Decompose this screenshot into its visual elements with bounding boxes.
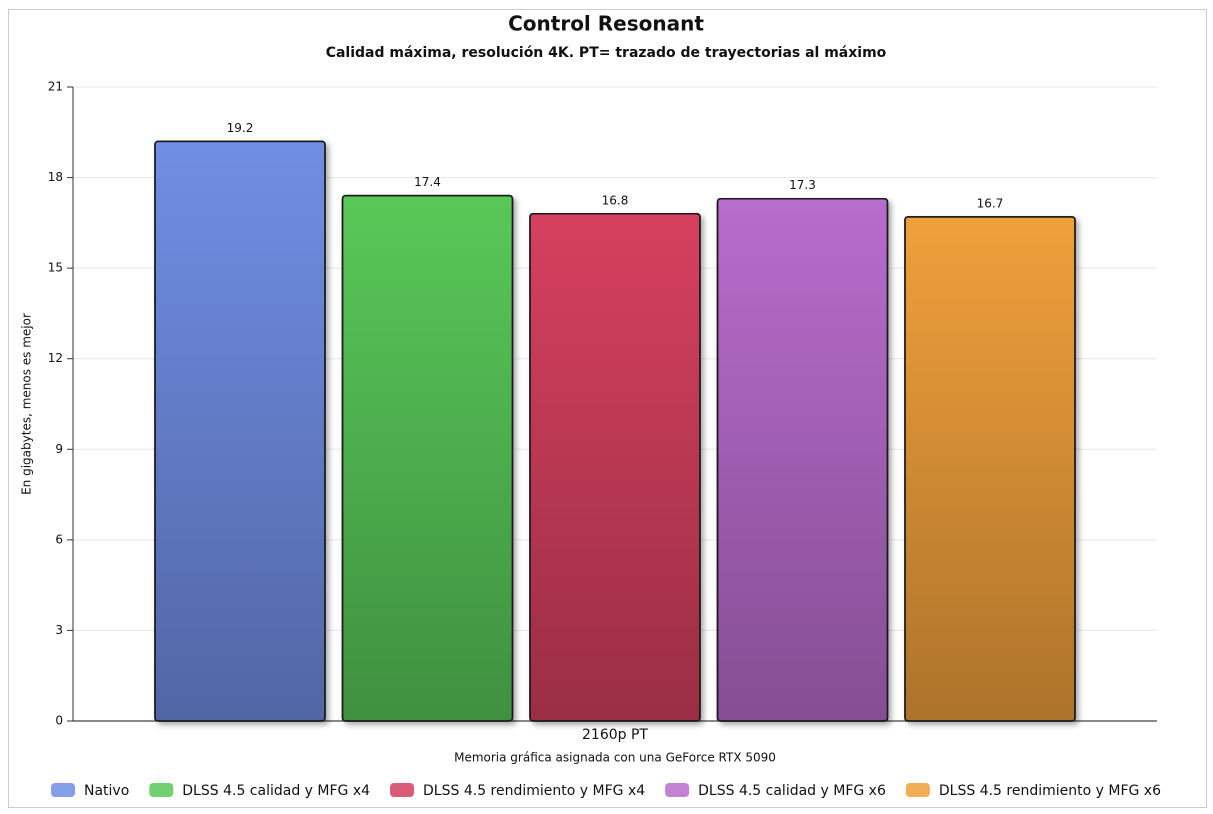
value-label: 19.2	[227, 121, 254, 135]
legend-label: DLSS 4.5 rendimiento y MFG x6	[939, 783, 1161, 799]
legend-swatch	[51, 783, 75, 797]
value-label: 16.7	[977, 196, 1004, 210]
value-label: 17.3	[789, 178, 816, 192]
legend-swatch	[665, 783, 690, 797]
legend-swatch	[905, 783, 930, 797]
legend-label: Nativo	[84, 783, 129, 799]
y-tick-label: 3	[55, 623, 63, 637]
y-tick-label: 15	[48, 261, 63, 275]
value-label: 16.8	[602, 193, 629, 207]
x-tick-label: 2160p PT	[582, 727, 648, 743]
x-axis-title: Memoria gráfica asignada con una GeForce…	[454, 751, 776, 765]
bar-shade	[341, 194, 514, 722]
legend-label: DLSS 4.5 calidad y MFG x6	[698, 783, 886, 799]
y-tick-label: 0	[55, 714, 63, 728]
legend-label: DLSS 4.5 calidad y MFG x4	[182, 783, 370, 799]
bar-shade	[154, 140, 326, 722]
value-label: 17.4	[414, 175, 441, 189]
y-tick-label: 21	[48, 80, 63, 94]
y-axis-title: En gigabytes, menos es mejor	[20, 313, 34, 495]
y-tick-label: 6	[55, 532, 63, 546]
y-tick-label: 9	[55, 442, 63, 456]
bar-shade	[904, 216, 1076, 722]
legend-swatch	[390, 783, 415, 797]
y-tick-label: 18	[48, 170, 63, 184]
legend: Nativo DLSS 4.5 calidad y MFG x4 DLSS 4.5 …	[51, 783, 1161, 799]
y-tick-label: 12	[48, 351, 63, 365]
bar-shade	[529, 213, 701, 722]
legend-label: DLSS 4.5 rendimiento y MFG x4	[423, 783, 645, 799]
legend-swatch	[149, 783, 174, 797]
bar-shade	[716, 197, 889, 722]
chart-subtitle: Calidad máxima, resolución 4K. PT= traza…	[326, 45, 887, 61]
chart-title: Control Resonant	[508, 12, 704, 36]
